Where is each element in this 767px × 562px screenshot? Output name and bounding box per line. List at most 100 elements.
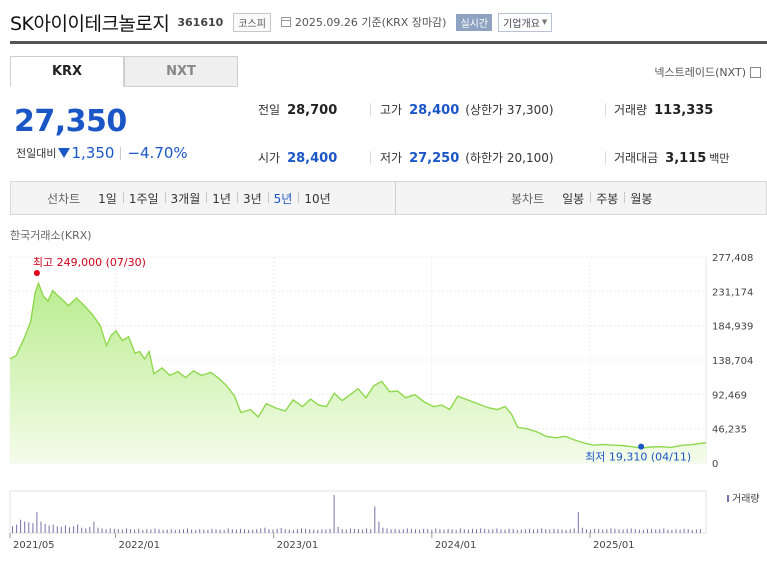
volume-bar (256, 529, 258, 533)
realtime-button[interactable]: 실시간 (456, 13, 493, 31)
volume-bar (130, 529, 131, 533)
volume-bar (459, 528, 461, 533)
price-chart[interactable]: 277,408 231,174 184,939 138,704 92,469 46,235… (0, 240, 767, 562)
volume-bar (480, 528, 482, 533)
volume-bar (508, 528, 510, 533)
volume-bar (626, 528, 628, 533)
range-3m[interactable]: 3개월 (164, 190, 207, 207)
volume-bar (77, 524, 79, 533)
x-tick-label: 2025/01 (593, 540, 635, 551)
tab-krx[interactable]: KRX (10, 56, 124, 87)
volume-bar (618, 529, 620, 533)
stock-header: SK아이이테크놀로지 361610 코스피 2025.09.26 기준(KRX … (10, 8, 553, 36)
volume-bar (292, 530, 294, 533)
volume-bar (268, 529, 270, 533)
y-tick-label: 184,939 (712, 322, 753, 333)
volume-bar (410, 528, 412, 533)
volume-bar (235, 529, 237, 533)
stat-label: 시가 (258, 151, 281, 165)
candle-monthly[interactable]: 월봉 (624, 190, 658, 207)
range-1d[interactable]: 1일 (98, 191, 117, 206)
stat-prev-close: 전일 28,700 (258, 101, 337, 118)
volume-bar (211, 528, 213, 533)
data-source-label: 한국거래소(KRX) (10, 229, 92, 242)
stat-divider (605, 103, 606, 117)
volume-bar (386, 528, 388, 533)
tab-nxt[interactable]: NXT (124, 56, 238, 87)
candle-daily[interactable]: 일봉 (562, 191, 585, 206)
volume-bar (64, 525, 66, 533)
volume-bar (561, 529, 563, 533)
volume-bar (573, 528, 575, 533)
lower-limit-label: 하한가 (469, 151, 504, 165)
current-price-block: 27,350 (14, 104, 127, 139)
volume-bar (675, 529, 677, 533)
volume-bar (215, 529, 217, 533)
volume-bar (435, 528, 437, 533)
y-tick-label: 46,235 (712, 425, 747, 436)
volume-bar (20, 519, 22, 533)
x-tick-label: 2022/01 (118, 540, 160, 551)
volume-bar (203, 529, 205, 533)
y-tick-label: 138,704 (712, 356, 753, 367)
volume-bar (455, 530, 457, 533)
chart-annotations: 최고 249,000 (07/30) 최저 19,310 (04/11) (33, 256, 691, 464)
volume-bar (443, 529, 445, 533)
volume-bar (219, 529, 221, 533)
volume-bar (146, 529, 148, 533)
volume-bar (630, 528, 632, 533)
volume-bar (598, 529, 600, 533)
volume-bar (272, 529, 274, 533)
company-overview-dropdown[interactable]: 기업개요 ▼ (498, 12, 553, 32)
volume-bar (353, 528, 355, 533)
volume-bar (659, 529, 661, 533)
volume-bar (366, 528, 368, 533)
change-label: 전일대비 (16, 147, 57, 160)
range-3y[interactable]: 3년 (236, 190, 268, 207)
volume-bar (541, 528, 543, 533)
volume-bar (341, 529, 343, 533)
volume-bar (24, 521, 26, 533)
x-axis: 2021/05 2022/01 2023/01 2024/01 2025/01 (9, 533, 635, 551)
x-tick-label: 2024/01 (435, 540, 477, 551)
volume-bar (81, 527, 83, 533)
volume-bar (101, 528, 103, 533)
volume-bar (557, 529, 559, 533)
volume-bar (358, 529, 359, 533)
volume-bar (280, 528, 282, 533)
range-10y[interactable]: 10년 (298, 190, 336, 207)
volume-bar (642, 530, 644, 533)
volume-bar (390, 529, 392, 533)
volume-bar (313, 529, 315, 533)
range-5y[interactable]: 5년 (267, 190, 299, 207)
volume-bar (36, 512, 38, 533)
stat-open: 시가 28,400 (258, 149, 337, 166)
upper-limit-label: 상한가 (469, 103, 504, 117)
volume-bar (610, 528, 612, 533)
volume-bar (178, 529, 180, 533)
volume-bar (504, 529, 506, 533)
stat-volume: 거래량 113,335 (614, 101, 713, 118)
volume-bar (134, 529, 136, 533)
volume-bar (679, 529, 681, 533)
range-1y[interactable]: 1년 (206, 190, 237, 207)
volume-bar (325, 529, 327, 533)
volume-bar (73, 526, 75, 533)
volume-bar (447, 528, 449, 533)
volume-bar (524, 529, 526, 533)
volume-bar (463, 529, 465, 533)
nxt-checkbox[interactable]: 넥스트레이드(NXT) (654, 64, 761, 80)
stat-divider (605, 151, 606, 165)
volume-bar (248, 530, 250, 533)
candle-weekly[interactable]: 주봉 (590, 190, 624, 207)
volume-bar (423, 528, 425, 533)
range-1w[interactable]: 1주일 (122, 190, 165, 207)
volume-bar (378, 521, 380, 533)
volume-bar (162, 530, 164, 533)
volume-bar (288, 529, 290, 533)
volume-bar (126, 528, 127, 533)
volume-bar (549, 529, 551, 533)
stat-value: 27,250 (409, 151, 460, 166)
volume-bar (28, 522, 30, 533)
upper-limit-value: 37,300 (506, 103, 549, 117)
